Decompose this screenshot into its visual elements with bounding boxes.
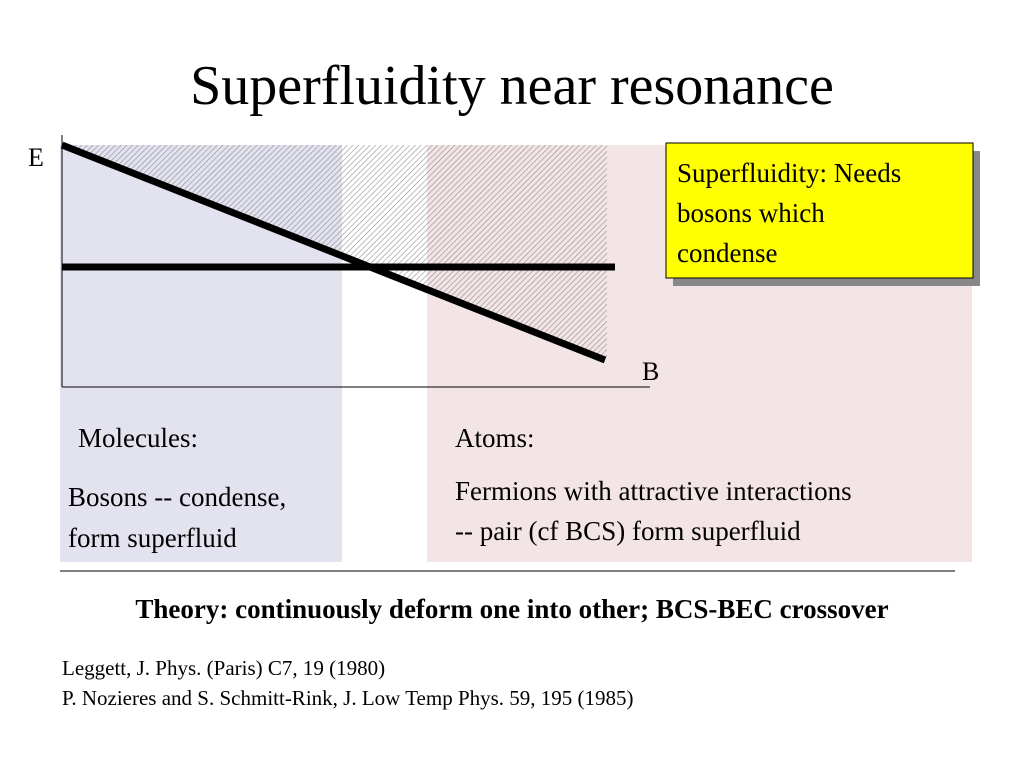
reference: P. Nozieres and S. Schmitt-Rink, J. Low … xyxy=(62,686,634,710)
callout-line: condense xyxy=(677,238,777,268)
atoms-line: Fermions with attractive interactions xyxy=(455,476,852,506)
molecules-line: Bosons -- condense, xyxy=(68,482,286,512)
callout-text: Superfluidity: Needs bosons which conden… xyxy=(677,158,901,268)
y-axis-label: E xyxy=(28,143,44,172)
callout-box xyxy=(665,142,974,279)
callout-line: Superfluidity: Needs xyxy=(677,158,901,188)
molecule-energy-line xyxy=(60,141,607,364)
molecules-line: form superfluid xyxy=(68,523,237,553)
atoms-line: -- pair (cf BCS) form superfluid xyxy=(455,516,801,546)
title: Superfluidity near resonance xyxy=(190,55,834,117)
callout-line: bosons which xyxy=(677,198,825,228)
molecules-heading: Molecules: xyxy=(78,423,198,453)
x-axis-label: B xyxy=(642,357,659,386)
reference: Leggett, J. Phys. (Paris) C7, 19 (1980) xyxy=(62,656,385,680)
theory-statement: Theory: continuously deform one into oth… xyxy=(135,594,888,624)
atoms-heading: Atoms: xyxy=(455,423,535,453)
